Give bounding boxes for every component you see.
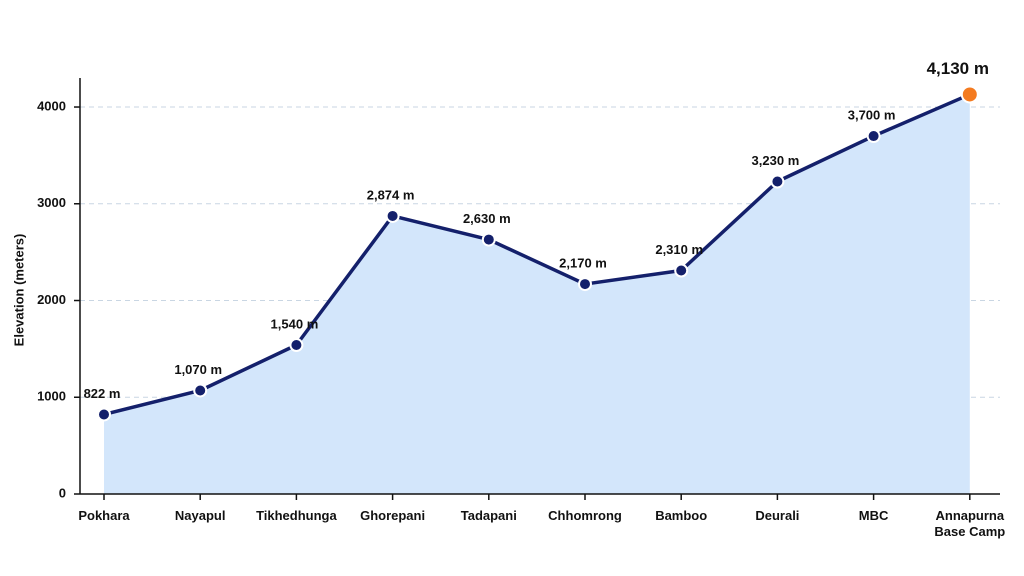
y-axis-label: Elevation (meters) [11,234,26,347]
line [103,92,971,417]
x-tick-label: Ghorepani [360,508,426,523]
x-tick-label: Bamboo [655,508,708,523]
point [385,208,400,223]
value-label: 3,230 m [752,153,800,168]
value-label: 2,170 m [559,256,607,271]
y-tick-label: 1000 [37,389,66,404]
area [104,94,970,495]
value-label: 2,630 m [463,211,511,226]
x-tick-label: Chhomrong [548,508,622,523]
value-label: 4,130 m [927,59,989,78]
x-tick-label: Deurali [755,508,800,523]
y-tick-label: 2000 [37,292,66,307]
value-label: 2,874 m [367,187,415,202]
point [481,232,496,247]
x-tick-label: Tikhedhunga [256,508,337,523]
x-tick-label: Tadapani [460,508,517,523]
value-label: 1,070 m [174,362,222,377]
value-label: 2,310 m [655,242,703,257]
y-tick-label: 4000 [37,98,66,113]
point [960,85,979,104]
point [770,174,785,189]
point [193,383,208,398]
point [866,129,881,144]
x-tick-label: Annapurna Base Camp [934,508,1006,539]
point [289,338,304,353]
y-tick-label: 0 [59,485,66,500]
point [97,407,111,422]
value-label: 822 m [84,386,121,401]
x-tick-label: Pokhara [78,508,130,523]
value-label: 3,700 m [848,107,896,122]
x-tick-label: Nayapul [174,508,226,523]
point [578,277,592,292]
value-label: 1,540 m [271,316,319,331]
x-tick-label: MBC [858,508,889,523]
y-tick-label: 3000 [37,195,66,210]
point [674,263,689,278]
